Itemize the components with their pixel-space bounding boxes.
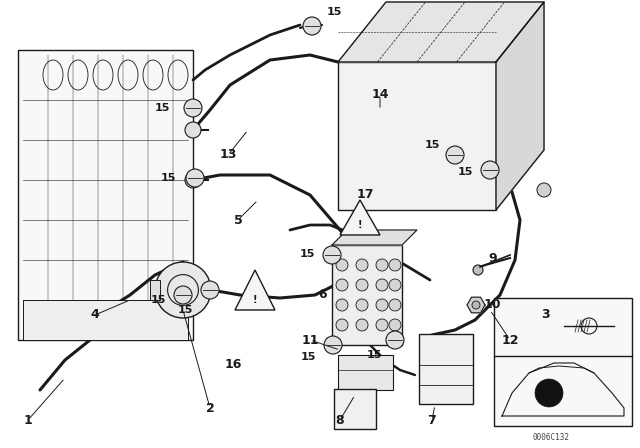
- Polygon shape: [332, 230, 417, 245]
- Polygon shape: [340, 200, 380, 235]
- Circle shape: [472, 301, 480, 309]
- Text: 8: 8: [336, 414, 344, 426]
- Circle shape: [184, 99, 202, 117]
- Text: 9: 9: [489, 251, 497, 264]
- Bar: [338, 355, 393, 390]
- Circle shape: [185, 172, 201, 188]
- Circle shape: [376, 259, 388, 271]
- Bar: [150, 280, 160, 300]
- Circle shape: [155, 262, 211, 318]
- Bar: [332, 245, 402, 345]
- Circle shape: [376, 299, 388, 311]
- Circle shape: [473, 265, 483, 275]
- Text: 7: 7: [428, 414, 436, 426]
- Text: !: !: [253, 295, 257, 305]
- Text: !: !: [358, 220, 362, 230]
- Text: 4: 4: [91, 309, 99, 322]
- Text: 15: 15: [300, 352, 316, 362]
- Text: 15: 15: [424, 140, 440, 150]
- Circle shape: [389, 299, 401, 311]
- Circle shape: [446, 146, 464, 164]
- Circle shape: [481, 161, 499, 179]
- Bar: [18, 50, 193, 340]
- Text: 2: 2: [205, 401, 214, 414]
- Text: 15: 15: [154, 103, 170, 113]
- Circle shape: [324, 336, 342, 354]
- Bar: [23, 300, 188, 340]
- Text: 15: 15: [160, 173, 176, 183]
- Circle shape: [537, 183, 551, 197]
- Circle shape: [174, 286, 192, 304]
- Text: 10: 10: [483, 298, 500, 311]
- Text: 1: 1: [24, 414, 33, 426]
- Circle shape: [386, 331, 404, 349]
- Circle shape: [201, 281, 219, 299]
- Circle shape: [356, 259, 368, 271]
- Text: 3: 3: [541, 309, 549, 322]
- Text: 15: 15: [150, 295, 166, 305]
- Circle shape: [336, 259, 348, 271]
- Polygon shape: [467, 297, 485, 313]
- Text: 0006C132: 0006C132: [532, 434, 570, 443]
- Circle shape: [376, 319, 388, 331]
- FancyBboxPatch shape: [334, 389, 376, 429]
- Circle shape: [356, 299, 368, 311]
- Text: 17: 17: [356, 189, 374, 202]
- FancyBboxPatch shape: [419, 334, 473, 404]
- Circle shape: [389, 279, 401, 291]
- Circle shape: [535, 379, 563, 407]
- Polygon shape: [496, 2, 544, 210]
- Text: 15: 15: [366, 350, 381, 360]
- Bar: [494, 298, 632, 426]
- Circle shape: [185, 122, 201, 138]
- Circle shape: [323, 246, 341, 264]
- Circle shape: [376, 279, 388, 291]
- Text: 16: 16: [224, 358, 242, 371]
- Polygon shape: [235, 270, 275, 310]
- Text: 15: 15: [326, 7, 342, 17]
- Circle shape: [356, 319, 368, 331]
- Circle shape: [336, 279, 348, 291]
- Circle shape: [389, 319, 401, 331]
- Text: 14: 14: [371, 89, 388, 102]
- Text: 11: 11: [301, 333, 319, 346]
- Text: 5: 5: [234, 214, 243, 227]
- Text: 15: 15: [300, 249, 315, 259]
- Text: 6: 6: [319, 289, 327, 302]
- Text: 12: 12: [501, 333, 519, 346]
- Text: 15: 15: [458, 167, 473, 177]
- Polygon shape: [338, 2, 544, 62]
- Circle shape: [336, 299, 348, 311]
- Circle shape: [336, 319, 348, 331]
- Circle shape: [356, 279, 368, 291]
- Circle shape: [186, 169, 204, 187]
- Text: 13: 13: [220, 148, 237, 161]
- Text: 15: 15: [177, 305, 193, 315]
- Bar: [338, 62, 496, 210]
- Circle shape: [389, 259, 401, 271]
- Circle shape: [303, 17, 321, 35]
